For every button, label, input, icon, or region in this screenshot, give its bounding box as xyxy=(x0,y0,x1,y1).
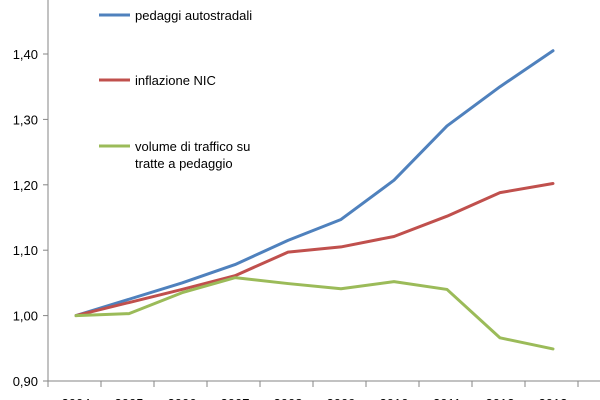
legend: pedaggi autostradali inflazione NIC volu… xyxy=(99,8,252,171)
y-tick-label: 1,10 xyxy=(13,243,38,258)
x-tick-label: 2010 xyxy=(380,396,409,400)
legend-label-traffico-line2: tratte a pedaggio xyxy=(135,156,233,171)
x-tick-label: 2008 xyxy=(274,396,303,400)
x-tick-label: 2004 xyxy=(62,396,91,400)
series-line-traffico xyxy=(74,276,555,351)
x-tick-label: 2009 xyxy=(327,396,356,400)
x-tick-label: 2013 xyxy=(539,396,568,400)
y-tick-group: 0,90 1,00 1,10 1,20 1,30 1,40 xyxy=(13,47,48,389)
series-line-inflazione xyxy=(74,181,555,318)
y-tick-label: 1,40 xyxy=(13,47,38,62)
series-group xyxy=(74,49,555,351)
x-tick-label: 2005 xyxy=(115,396,144,400)
legend-label-traffico-line1: volume di traffico su xyxy=(135,139,250,154)
x-tick-label: 2007 xyxy=(221,396,250,400)
y-tick-label: 1,00 xyxy=(13,309,38,324)
legend-label-inflazione: inflazione NIC xyxy=(135,73,216,88)
x-tick-group: 2004 2005 2006 2007 2008 2009 2010 2011 2012 2013 xyxy=(47,381,579,400)
legend-label-pedaggi: pedaggi autostradali xyxy=(135,8,252,23)
y-tick-label: 1,20 xyxy=(13,178,38,193)
x-tick-label: 2006 xyxy=(168,396,197,400)
y-tick-label: 1,30 xyxy=(13,112,38,127)
x-tick-label: 2012 xyxy=(486,396,515,400)
y-tick-label: 0,90 xyxy=(13,374,38,389)
x-tick-label: 2011 xyxy=(433,396,461,400)
series-line-pedaggi xyxy=(74,49,555,318)
